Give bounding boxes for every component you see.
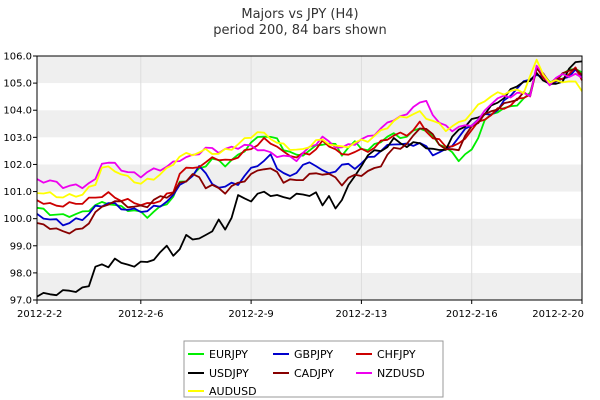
y-tick-label: 97.0: [10, 296, 32, 307]
legend: EURJPY GBPJPY CHFJPY USDJPY CADJPY NZDUSD AUDU…: [183, 340, 444, 398]
y-tick-label: 104.0: [3, 106, 32, 117]
x-tick-label: 2012-2-16: [446, 309, 498, 320]
chart-subtitle: period 200, 84 bars shown: [213, 23, 387, 38]
chart-title: Majors vs JPY (H4): [241, 7, 358, 22]
grid-bands: [36, 56, 583, 300]
x-tick-label: 2012-2-2: [17, 309, 62, 320]
y-tick-label: 100.0: [3, 214, 32, 225]
y-tick-label: 106.0: [3, 52, 32, 63]
grid-band: [37, 245, 582, 273]
x-axis: 2012-2-2 2012-2-6 2012-2-9 2012-2-13 2012-2-…: [17, 300, 584, 320]
x-tick-label: 2012-2-6: [118, 309, 163, 320]
y-tick-label: 101.0: [3, 187, 32, 198]
legend-label-nzdusd: NZDUSD: [377, 367, 425, 380]
series-lines: [36, 58, 583, 298]
grid-band: [37, 110, 582, 138]
series-line-audusd: [36, 58, 583, 199]
legend-label-audusd: AUDUSD: [209, 385, 257, 398]
y-tick-label: 99.0: [10, 241, 32, 252]
legend-label-gbpjpy: GBPJPY: [294, 348, 333, 361]
grid-band: [37, 272, 582, 300]
series-line-chfjpy: [36, 66, 583, 208]
legend-box: [183, 340, 444, 398]
grid-band: [37, 164, 582, 192]
legend-label-eurjpy: EURJPY: [209, 348, 248, 361]
grid-band: [37, 218, 582, 246]
x-tick-label: 2012-2-20: [532, 309, 584, 320]
grid-band: [37, 56, 582, 84]
x-tick-label: 2012-2-13: [336, 309, 388, 320]
y-tick-label: 98.0: [10, 268, 32, 279]
x-tick-label: 2012-2-9: [228, 309, 273, 320]
y-axis: 97.0 98.0 99.0 100.0 101.0 102.0 103.0 104.0 105…: [3, 52, 37, 307]
legend-label-cadjpy: CADJPY: [294, 367, 334, 380]
legend-label-usdjpy: USDJPY: [209, 367, 249, 380]
y-tick-label: 103.0: [3, 133, 32, 144]
legend-label-chfjpy: CHFJPY: [377, 348, 416, 361]
series-line-cadjpy: [36, 67, 583, 235]
y-tick-label: 105.0: [3, 79, 32, 90]
plot-frame: [36, 55, 583, 301]
y-tick-label: 102.0: [3, 160, 32, 171]
